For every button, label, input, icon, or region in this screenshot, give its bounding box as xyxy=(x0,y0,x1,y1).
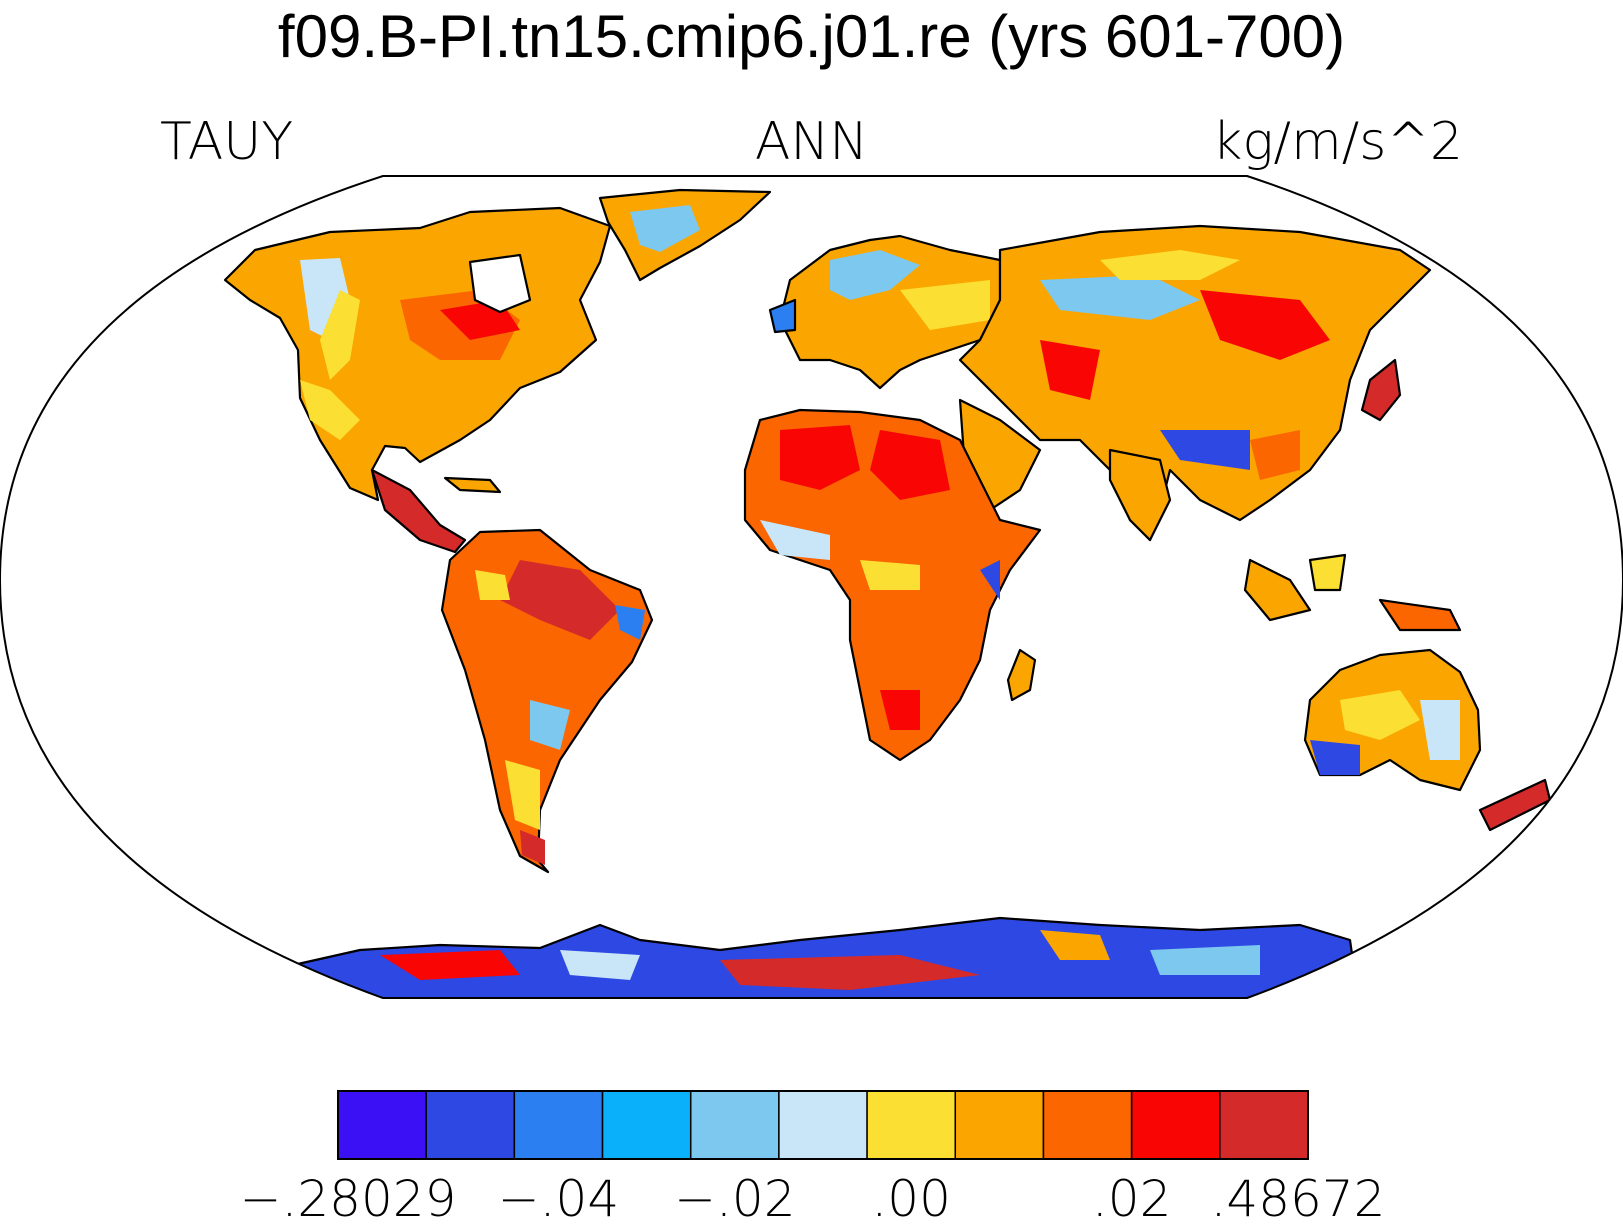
colorbar-swatch xyxy=(1130,1090,1221,1160)
colorbar-tick-label: −.02 xyxy=(674,1170,796,1228)
variable-label: TAUY xyxy=(160,112,294,172)
colorbar-outline xyxy=(337,1090,1309,1160)
colorbar-swatch xyxy=(778,1090,868,1160)
world-map xyxy=(0,175,1623,999)
colorbar-tick-label: .00 xyxy=(871,1170,951,1228)
colorbar-swatch xyxy=(1219,1090,1309,1160)
colorbar-tick-label: −.28029 xyxy=(239,1170,457,1228)
colorbar-tick-label: .48672 xyxy=(1210,1170,1386,1228)
colorbar-tick-label: −.04 xyxy=(497,1170,620,1228)
colorbar-swatch xyxy=(337,1090,427,1160)
season-label: ANN xyxy=(754,112,869,172)
central-america-landmass xyxy=(370,468,467,554)
figure-title: f09.B-PI.tn15.cmip6.j01.re (yrs 601-700) xyxy=(277,3,1346,70)
colorbar-swatch xyxy=(601,1090,692,1160)
colorbar-swatch xyxy=(689,1090,780,1160)
colorbar-swatch xyxy=(866,1090,957,1160)
colorbar-swatch xyxy=(513,1090,604,1160)
colorbar-tick-label: .02 xyxy=(1091,1170,1172,1228)
units-label: kg/m/s^2 xyxy=(1212,112,1463,172)
colorbar-swatch xyxy=(425,1090,516,1160)
map-frame xyxy=(0,175,1623,999)
colorbar-swatch xyxy=(1042,1090,1133,1160)
colorbar-swatch xyxy=(954,1090,1045,1160)
